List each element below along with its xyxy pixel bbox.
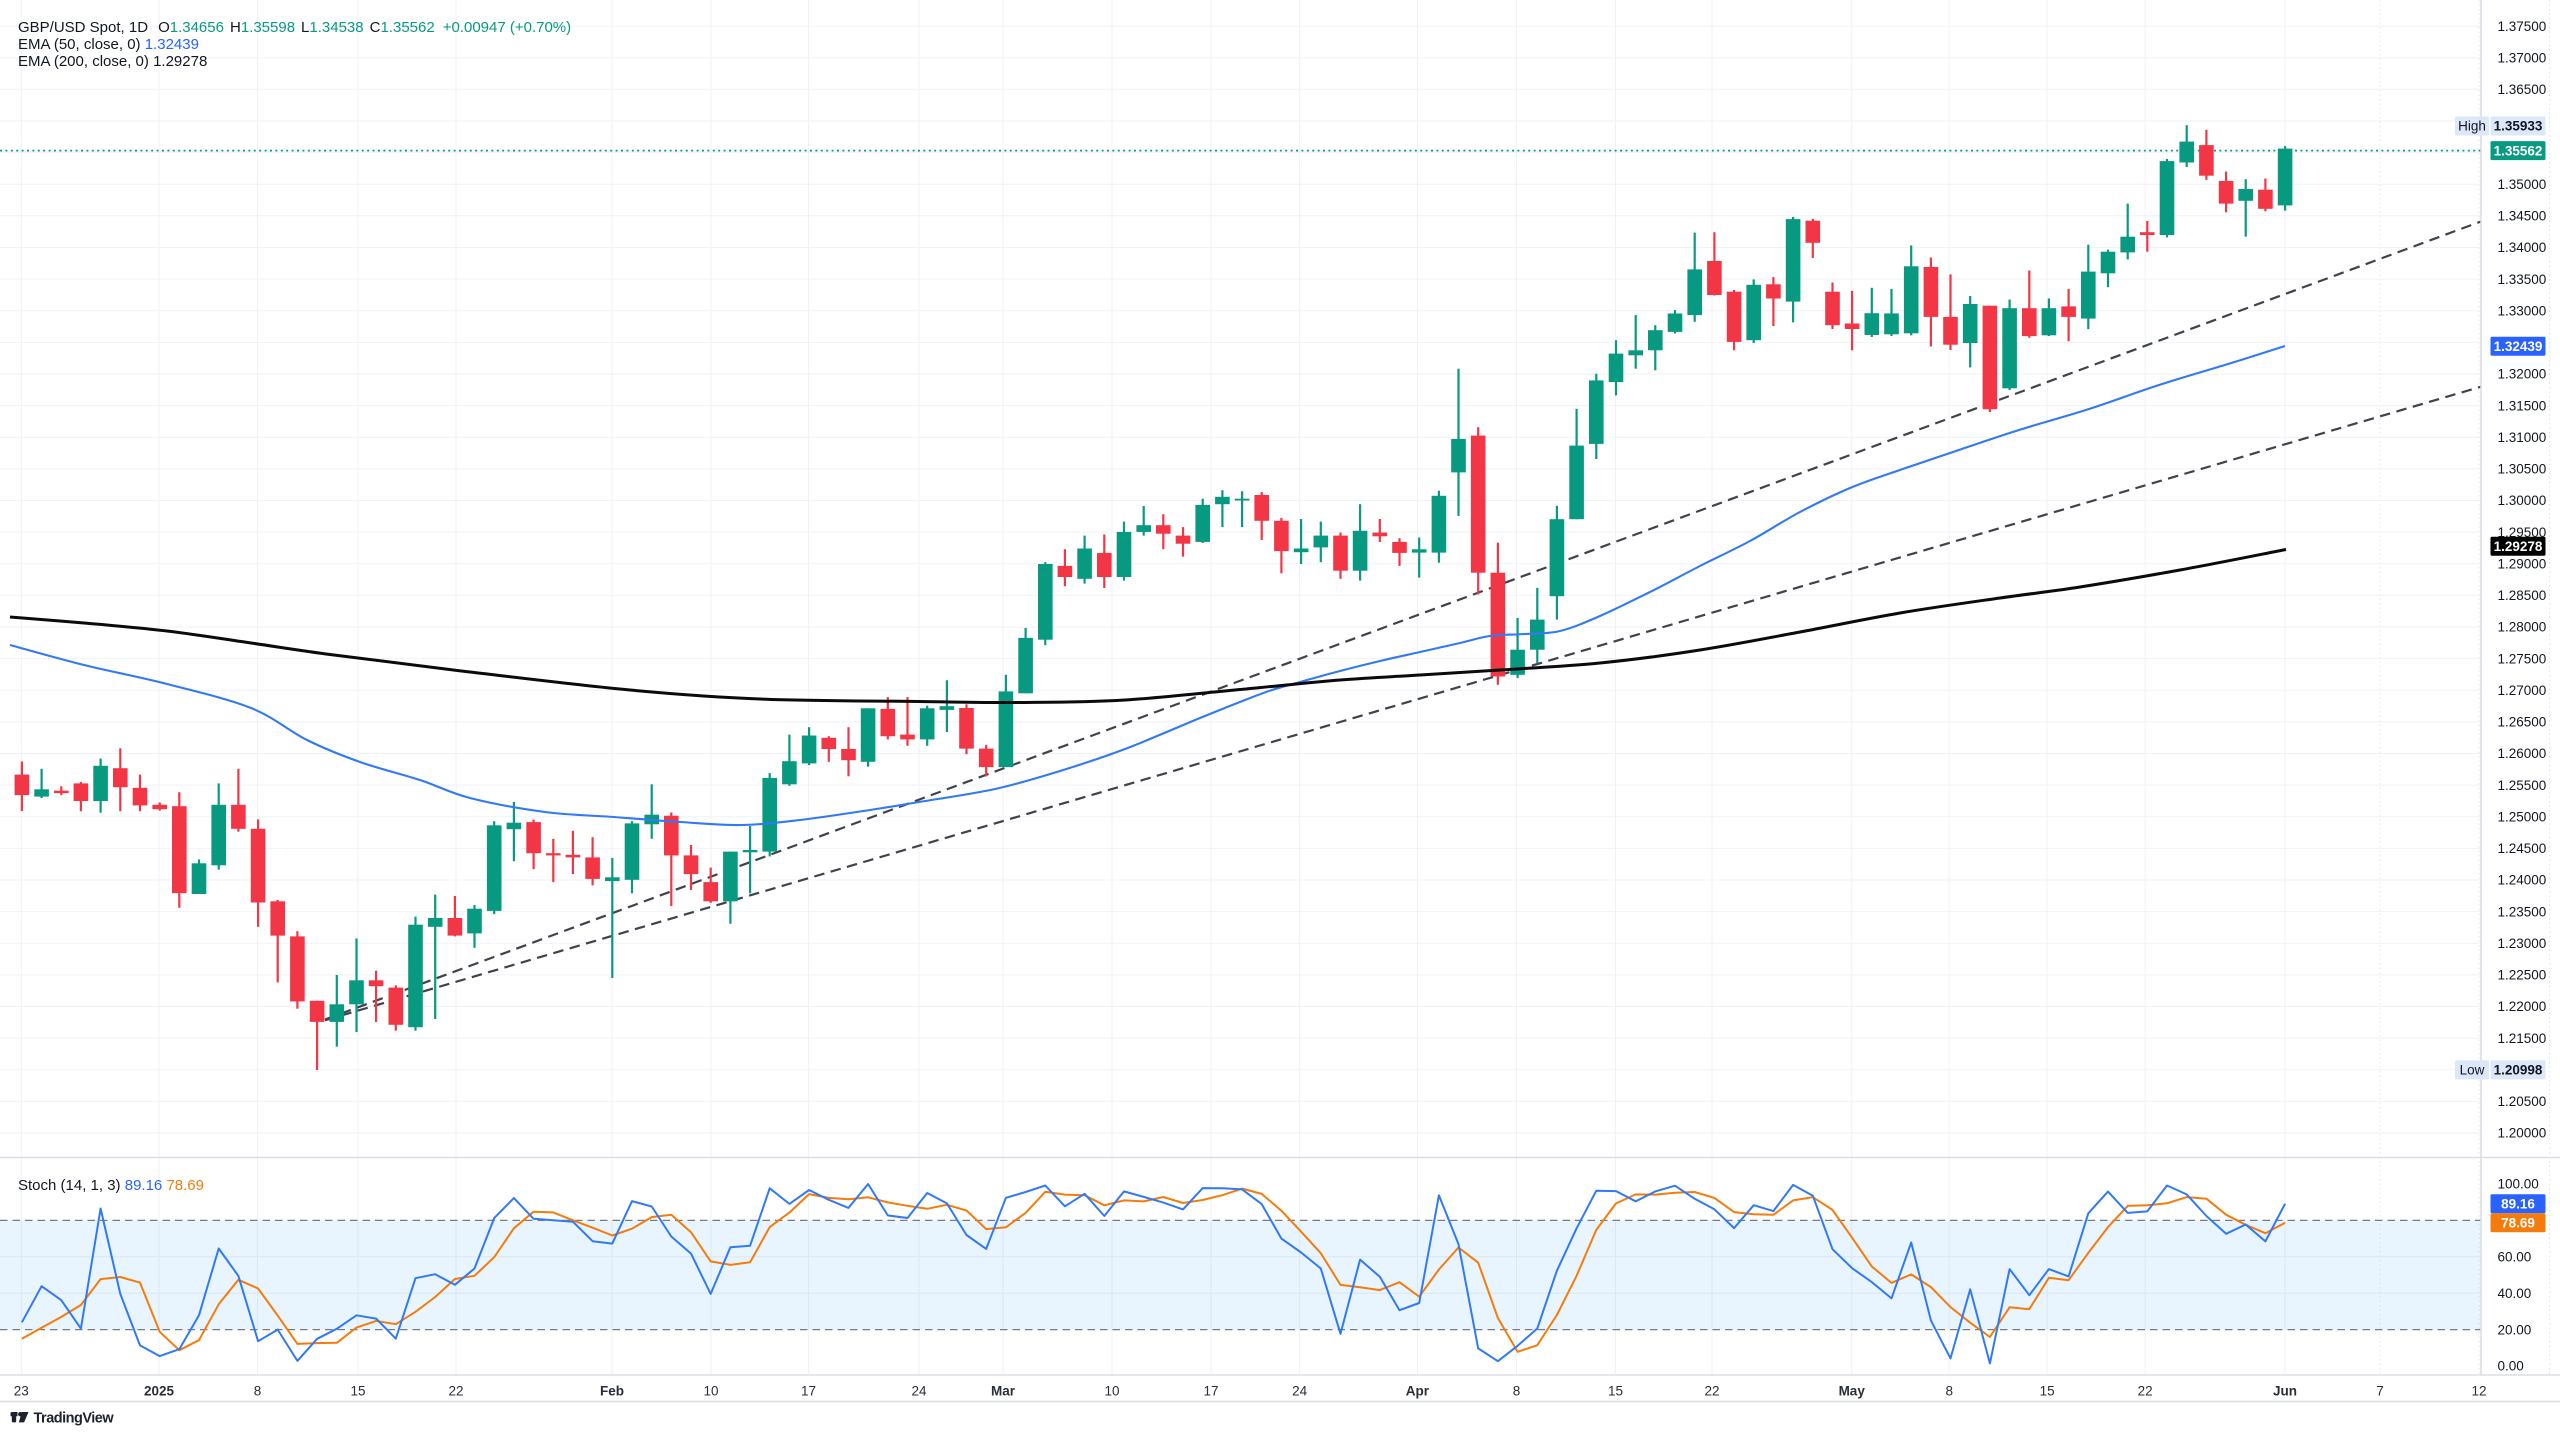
svg-text:8: 8 bbox=[254, 1384, 262, 1399]
svg-text:May: May bbox=[1839, 1384, 1866, 1399]
svg-text:20.00: 20.00 bbox=[2498, 1322, 2532, 1337]
svg-text:TradingView: TradingView bbox=[34, 1411, 115, 1427]
svg-text:24: 24 bbox=[911, 1384, 927, 1399]
svg-text:15: 15 bbox=[1608, 1384, 1623, 1399]
svg-text:1.32439: 1.32439 bbox=[2494, 339, 2543, 354]
svg-text:Stoch (14, 1, 3) 89.16 78.69: Stoch (14, 1, 3) 89.16 78.69 bbox=[18, 1177, 204, 1194]
svg-text:Mar: Mar bbox=[991, 1384, 1016, 1399]
svg-text:2025: 2025 bbox=[144, 1384, 175, 1399]
svg-text:17: 17 bbox=[801, 1384, 816, 1399]
svg-text:High: High bbox=[2458, 119, 2486, 134]
svg-text:1.31000: 1.31000 bbox=[2498, 430, 2547, 445]
svg-text:1.26000: 1.26000 bbox=[2498, 746, 2547, 761]
svg-text:78.69: 78.69 bbox=[2501, 1216, 2535, 1231]
svg-text:1.27500: 1.27500 bbox=[2498, 651, 2547, 666]
svg-text:1.22500: 1.22500 bbox=[2498, 968, 2547, 983]
svg-text:1.32000: 1.32000 bbox=[2498, 367, 2547, 382]
svg-text:1.36500: 1.36500 bbox=[2498, 82, 2547, 97]
svg-text:1.24500: 1.24500 bbox=[2498, 841, 2547, 856]
svg-text:10: 10 bbox=[703, 1384, 718, 1399]
svg-text:1.31500: 1.31500 bbox=[2498, 398, 2547, 413]
svg-text:12: 12 bbox=[2471, 1384, 2486, 1399]
svg-text:1.35562: 1.35562 bbox=[2494, 143, 2543, 158]
svg-text:15: 15 bbox=[350, 1384, 365, 1399]
svg-text:1.25500: 1.25500 bbox=[2498, 778, 2547, 793]
svg-text:EMA (50, close, 0) 1.32439: EMA (50, close, 0) 1.32439 bbox=[18, 36, 199, 53]
svg-text:1.23000: 1.23000 bbox=[2498, 936, 2547, 951]
svg-text:1.35000: 1.35000 bbox=[2498, 177, 2547, 192]
svg-text:1.20000: 1.20000 bbox=[2498, 1126, 2547, 1141]
svg-text:17: 17 bbox=[1203, 1384, 1218, 1399]
svg-text:1.21500: 1.21500 bbox=[2498, 1031, 2547, 1046]
svg-text:1.28500: 1.28500 bbox=[2498, 588, 2547, 603]
svg-text:7: 7 bbox=[2376, 1384, 2384, 1399]
svg-text:1.33500: 1.33500 bbox=[2498, 272, 2547, 287]
svg-text:EMA (200, close, 0) 1.29278: EMA (200, close, 0) 1.29278 bbox=[18, 53, 207, 70]
svg-text:Low: Low bbox=[2460, 1063, 2485, 1078]
svg-text:1.20500: 1.20500 bbox=[2498, 1094, 2547, 1109]
svg-text:23: 23 bbox=[14, 1384, 29, 1399]
svg-text:22: 22 bbox=[1704, 1384, 1719, 1399]
svg-text:60.00: 60.00 bbox=[2498, 1250, 2532, 1265]
svg-text:1.22000: 1.22000 bbox=[2498, 999, 2547, 1014]
svg-text:Apr: Apr bbox=[1406, 1384, 1430, 1399]
svg-text:1.34000: 1.34000 bbox=[2498, 240, 2547, 255]
svg-text:1.29278: 1.29278 bbox=[2494, 539, 2543, 554]
svg-text:1.26500: 1.26500 bbox=[2498, 715, 2547, 730]
svg-text:8: 8 bbox=[1945, 1384, 1953, 1399]
svg-text:1.25000: 1.25000 bbox=[2498, 809, 2547, 824]
svg-text:1.24000: 1.24000 bbox=[2498, 873, 2547, 888]
svg-text:22: 22 bbox=[448, 1384, 463, 1399]
svg-text:1.33000: 1.33000 bbox=[2498, 303, 2547, 318]
svg-text:8: 8 bbox=[1513, 1384, 1521, 1399]
svg-text:1.29500: 1.29500 bbox=[2498, 525, 2547, 540]
svg-text:1.37500: 1.37500 bbox=[2498, 19, 2547, 34]
svg-text:10: 10 bbox=[1104, 1384, 1119, 1399]
svg-text:1.23500: 1.23500 bbox=[2498, 904, 2547, 919]
svg-text:1.27000: 1.27000 bbox=[2498, 683, 2547, 698]
svg-text:1.35933: 1.35933 bbox=[2494, 119, 2543, 134]
svg-text:100.00: 100.00 bbox=[2498, 1177, 2539, 1192]
svg-text:40.00: 40.00 bbox=[2498, 1286, 2532, 1301]
svg-text:Jun: Jun bbox=[2273, 1384, 2297, 1399]
svg-text:0.00: 0.00 bbox=[2498, 1359, 2524, 1374]
svg-text:1.30000: 1.30000 bbox=[2498, 493, 2547, 508]
svg-text:15: 15 bbox=[2040, 1384, 2055, 1399]
svg-text:1.37000: 1.37000 bbox=[2498, 50, 2547, 65]
svg-text:1.28000: 1.28000 bbox=[2498, 620, 2547, 635]
svg-text:24: 24 bbox=[1292, 1384, 1308, 1399]
svg-text:1.34500: 1.34500 bbox=[2498, 209, 2547, 224]
svg-text:Feb: Feb bbox=[600, 1384, 624, 1399]
svg-text:1.20998: 1.20998 bbox=[2494, 1063, 2543, 1078]
svg-text:89.16: 89.16 bbox=[2501, 1196, 2535, 1211]
svg-text:1.30500: 1.30500 bbox=[2498, 462, 2547, 477]
svg-text:22: 22 bbox=[2138, 1384, 2153, 1399]
svg-text:1.29000: 1.29000 bbox=[2498, 556, 2547, 571]
